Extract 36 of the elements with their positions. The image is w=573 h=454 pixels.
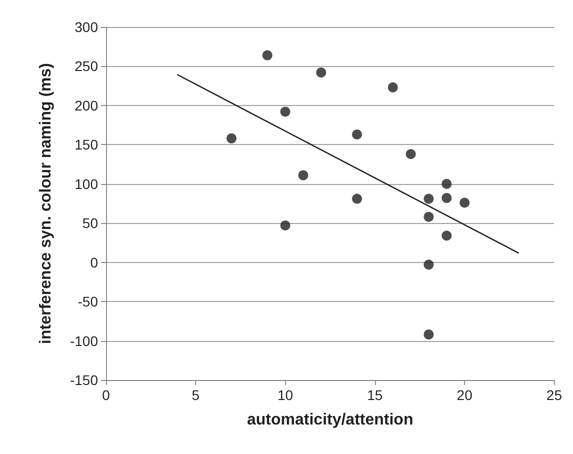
point xyxy=(298,170,308,180)
point xyxy=(424,212,434,222)
point xyxy=(262,50,272,60)
point xyxy=(280,106,290,117)
point xyxy=(460,198,470,208)
y-tick-label: 100 xyxy=(74,176,98,192)
point xyxy=(442,193,452,204)
point xyxy=(352,194,362,204)
y-tick-label: -150 xyxy=(70,372,98,388)
y-tick-label: 50 xyxy=(82,215,98,232)
x-tick-label: 10 xyxy=(277,387,294,403)
y-tick-label: 300 xyxy=(74,19,98,35)
y-tick-label: -100 xyxy=(70,332,98,349)
x-tick-label: 25 xyxy=(546,387,562,403)
point xyxy=(424,330,434,340)
point xyxy=(424,194,434,204)
point xyxy=(352,129,362,140)
point xyxy=(226,133,236,144)
y-axis-title: interference syn. colour naming (ms) xyxy=(38,63,54,344)
y-tick-label: -50 xyxy=(78,294,98,310)
x-tick-label: 15 xyxy=(367,387,383,403)
point xyxy=(442,178,452,189)
point xyxy=(442,230,452,241)
point xyxy=(388,82,398,92)
x-axis-title: automaticity/attention xyxy=(246,412,414,428)
point xyxy=(280,220,290,230)
x-tick-label: 0 xyxy=(102,387,110,403)
y-tick-label: 150 xyxy=(74,136,98,153)
x-tick-label: 20 xyxy=(456,387,473,403)
y-tick-label: 250 xyxy=(74,58,98,74)
y-tick-label: 200 xyxy=(74,97,98,114)
point xyxy=(316,68,326,78)
point xyxy=(406,149,416,160)
x-tick-label: 5 xyxy=(192,387,200,403)
y-tick-label: 0 xyxy=(90,254,98,270)
point xyxy=(424,260,434,270)
